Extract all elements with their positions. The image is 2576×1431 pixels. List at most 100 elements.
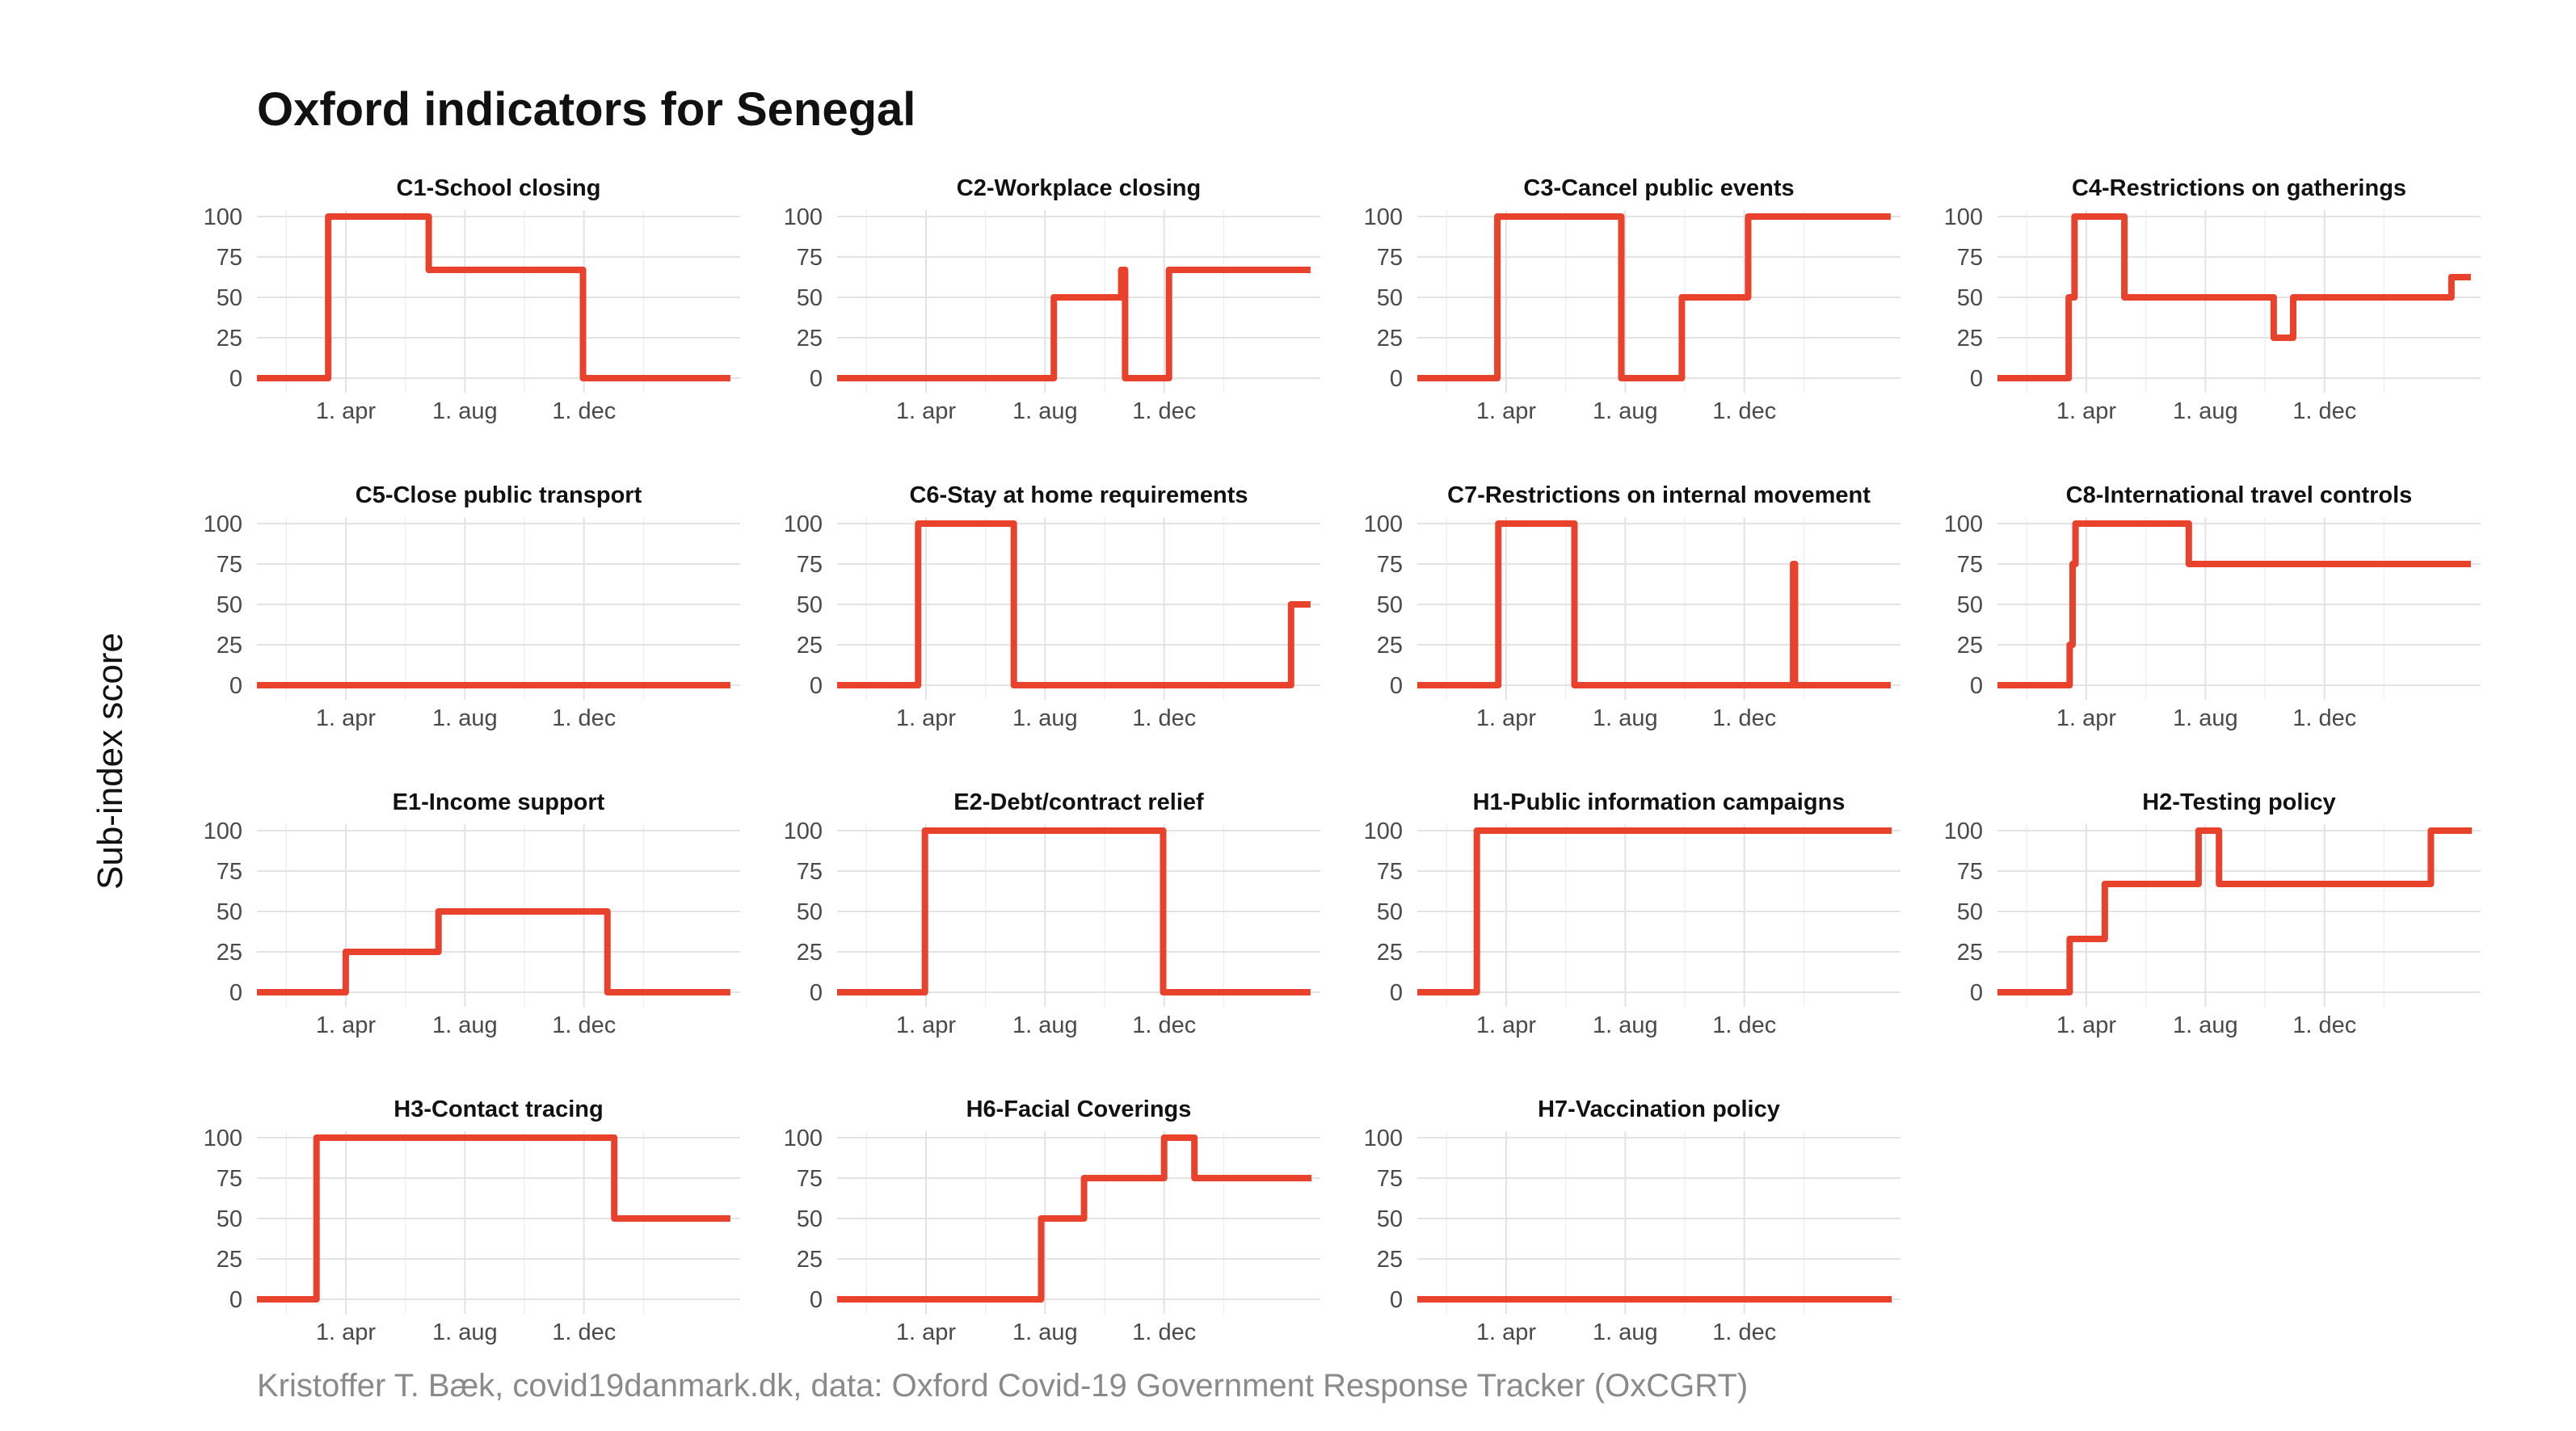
x-tick-label: 1. dec xyxy=(1132,398,1196,424)
facet-panel: C7-Restrictions on internal movement 0 25 5… xyxy=(1364,482,1900,731)
series-line xyxy=(257,1134,730,1303)
y-tick-label: 50 xyxy=(217,1206,242,1232)
y-tick-label: 25 xyxy=(217,940,242,966)
y-tick-label: 100 xyxy=(204,204,242,230)
series-line xyxy=(1417,520,1891,688)
y-tick-label: 75 xyxy=(1377,552,1403,578)
y-tick-label: 0 xyxy=(810,673,823,699)
series-line xyxy=(257,908,730,995)
x-tick-label: 1. dec xyxy=(1712,705,1776,731)
y-tick-label: 25 xyxy=(217,633,242,659)
y-tick-label: 0 xyxy=(1390,980,1403,1006)
x-tick-label: 1. aug xyxy=(1012,398,1078,424)
y-tick-label: 100 xyxy=(784,511,823,537)
x-tick-label: 1. dec xyxy=(2292,705,2356,731)
x-tick-label: 1. aug xyxy=(2173,398,2238,424)
x-tick-label: 1. apr xyxy=(316,705,376,731)
facet-panel: C5-Close public transport 0 25 50 75 100 1. ap… xyxy=(204,482,740,731)
x-tick-label: 1. aug xyxy=(2173,1012,2238,1038)
y-tick-label: 75 xyxy=(1957,859,1983,885)
source-caption: Kristoffer T. Bæk, covid19danmark.dk, da… xyxy=(257,1368,1749,1404)
y-tick-label: 50 xyxy=(797,899,823,925)
y-tick-label: 25 xyxy=(1957,940,1983,966)
y-tick-label: 100 xyxy=(784,819,823,844)
y-tick-label: 0 xyxy=(810,980,823,1006)
panel-title: C7-Restrictions on internal movement xyxy=(1447,482,1871,508)
x-tick-label: 1. apr xyxy=(896,1012,956,1038)
page-title: Oxford indicators for Senegal xyxy=(257,83,916,136)
y-tick-label: 75 xyxy=(217,552,242,578)
panel-title: H3-Contact tracing xyxy=(394,1096,603,1122)
facet-panel: H6-Facial Coverings 0 25 50 75 100 1. apr 1. au… xyxy=(784,1096,1320,1345)
y-tick-label: 100 xyxy=(1364,819,1403,844)
x-tick-label: 1. dec xyxy=(2292,1012,2356,1038)
y-tick-label: 50 xyxy=(797,1206,823,1232)
series-line xyxy=(1997,827,2473,995)
x-tick-label: 1. aug xyxy=(1593,705,1658,731)
series-line xyxy=(837,520,1311,688)
y-tick-label: 0 xyxy=(229,980,242,1006)
y-tick-label: 100 xyxy=(204,511,242,537)
x-tick-label: 1. apr xyxy=(1476,1319,1536,1345)
x-tick-label: 1. apr xyxy=(316,1319,376,1345)
y-tick-label: 25 xyxy=(1957,326,1983,351)
x-tick-label: 1. apr xyxy=(896,398,956,424)
series-line xyxy=(837,1134,1312,1303)
y-tick-label: 50 xyxy=(1957,285,1983,311)
series-line xyxy=(837,827,1311,995)
facet-panel: E2-Debt/contract relief 0 25 50 75 100 1. apr 1… xyxy=(784,789,1320,1038)
y-tick-label: 75 xyxy=(217,1166,242,1192)
y-tick-label: 25 xyxy=(797,1247,823,1273)
y-tick-label: 75 xyxy=(797,552,823,578)
y-tick-label: 0 xyxy=(1970,366,1983,392)
series-line xyxy=(1417,213,1891,381)
x-tick-label: 1. dec xyxy=(2292,398,2356,424)
y-tick-label: 25 xyxy=(217,326,242,351)
series-line xyxy=(1997,213,2471,381)
y-tick-label: 75 xyxy=(217,859,242,885)
series-line xyxy=(1997,520,2471,688)
y-tick-label: 0 xyxy=(1970,980,1983,1006)
y-tick-label: 25 xyxy=(1377,326,1403,351)
panel-title: C8-International travel controls xyxy=(2066,482,2413,508)
y-tick-label: 75 xyxy=(217,245,242,271)
y-tick-label: 50 xyxy=(1957,592,1983,618)
y-tick-label: 0 xyxy=(810,366,823,392)
y-tick-label: 50 xyxy=(217,592,242,618)
y-tick-label: 25 xyxy=(797,940,823,966)
panel-title: H7-Vaccination policy xyxy=(1538,1096,1780,1122)
y-tick-label: 50 xyxy=(797,285,823,311)
facet-panel: H2-Testing policy 0 25 50 75 100 1. apr 1. aug 1… xyxy=(1944,789,2481,1038)
x-tick-label: 1. apr xyxy=(896,1319,956,1345)
y-tick-label: 50 xyxy=(1377,285,1403,311)
x-tick-label: 1. aug xyxy=(1012,1319,1078,1345)
y-tick-label: 50 xyxy=(1377,899,1403,925)
y-tick-label: 100 xyxy=(1944,819,1983,844)
y-tick-label: 25 xyxy=(1377,1247,1403,1273)
y-tick-label: 50 xyxy=(217,285,242,311)
y-tick-label: 75 xyxy=(1957,552,1983,578)
y-tick-label: 100 xyxy=(204,1126,242,1151)
x-tick-label: 1. aug xyxy=(1012,1012,1078,1038)
facet-panel: C1-School closing 0 25 50 75 100 1. apr 1. aug 1… xyxy=(204,175,740,424)
x-tick-label: 1. apr xyxy=(1476,705,1536,731)
panel-title: C1-School closing xyxy=(397,175,601,201)
x-tick-label: 1. aug xyxy=(432,705,498,731)
x-tick-label: 1. dec xyxy=(552,398,616,424)
y-tick-label: 50 xyxy=(1377,1206,1403,1232)
x-tick-label: 1. aug xyxy=(432,1319,498,1345)
y-tick-label: 50 xyxy=(1957,899,1983,925)
x-tick-label: 1. dec xyxy=(1712,1319,1776,1345)
y-tick-label: 100 xyxy=(1944,204,1983,230)
panel-title: H1-Public information campaigns xyxy=(1473,789,1846,815)
x-tick-label: 1. apr xyxy=(2056,705,2116,731)
x-tick-label: 1. aug xyxy=(2173,705,2238,731)
panel-title: C6-Stay at home requirements xyxy=(909,482,1248,508)
y-tick-label: 0 xyxy=(229,366,242,392)
facet-panel: H1-Public information campaigns 0 25 50 75 10… xyxy=(1364,789,1900,1038)
y-tick-label: 75 xyxy=(1377,1166,1403,1192)
x-tick-label: 1. dec xyxy=(1132,1012,1196,1038)
x-tick-label: 1. apr xyxy=(2056,1012,2116,1038)
panel-title: C3-Cancel public events xyxy=(1523,175,1794,201)
series-line xyxy=(257,213,730,381)
